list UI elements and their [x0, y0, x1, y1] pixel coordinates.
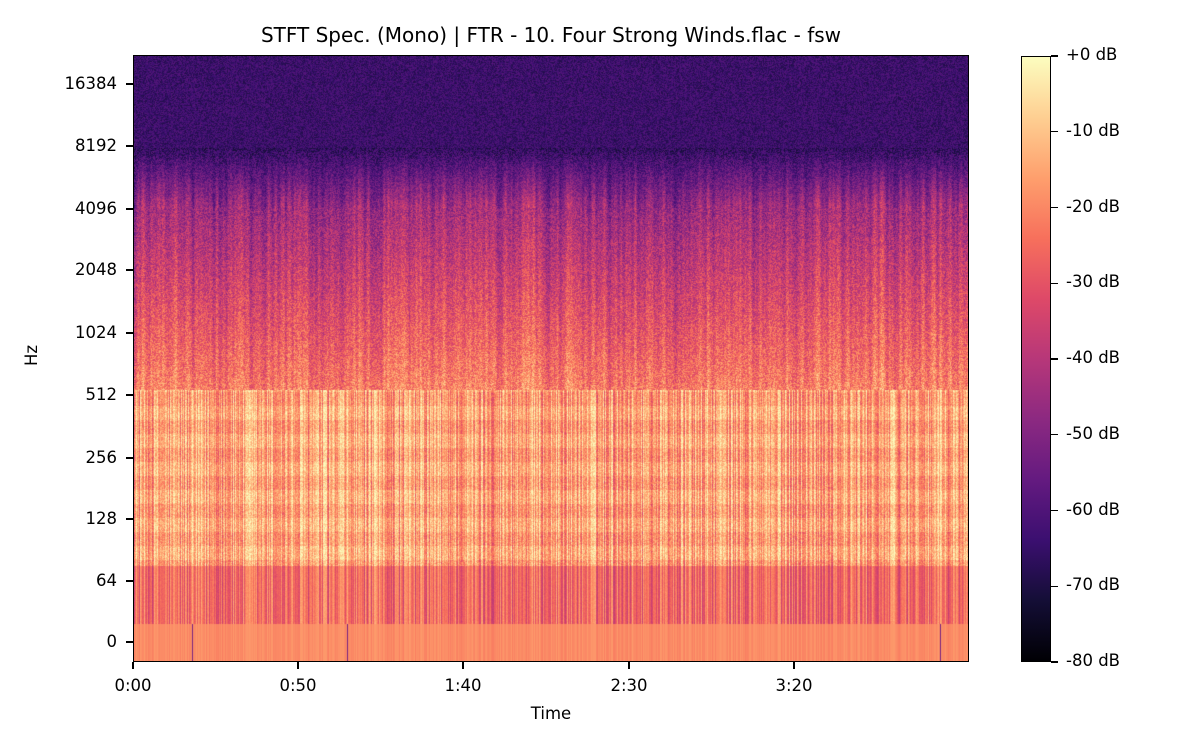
- y-tick-label: 2048: [75, 260, 117, 279]
- colorbar-tick-mark: [1051, 282, 1058, 284]
- y-tick-mark: [126, 641, 133, 643]
- y-tick-mark: [126, 83, 133, 85]
- colorbar-tick-label: -70 dB: [1066, 575, 1120, 595]
- y-axis-label: Hz: [22, 344, 41, 366]
- colorbar-tick-mark: [1051, 358, 1058, 360]
- x-tick-mark: [462, 662, 464, 669]
- colorbar-tick-mark: [1051, 131, 1058, 133]
- x-tick-label: 0:50: [279, 676, 317, 695]
- colorbar-tick-label: -50 dB: [1066, 423, 1120, 443]
- colorbar-tick-mark: [1051, 585, 1058, 587]
- y-tick-label: 0: [106, 632, 118, 651]
- colorbar: [1021, 56, 1051, 662]
- x-tick-mark: [628, 662, 630, 669]
- colorbar-tick-mark: [1051, 206, 1058, 209]
- y-tick-mark: [126, 580, 133, 582]
- y-tick-mark: [126, 269, 133, 271]
- colorbar-tick-label: -20 dB: [1066, 196, 1120, 216]
- y-tick-label: 16384: [64, 74, 118, 93]
- y-tick-label: 512: [85, 385, 118, 404]
- spectrogram-heatmap-synthetic: [134, 56, 968, 661]
- colorbar-tick-label: -80 dB: [1066, 651, 1120, 670]
- colorbar-tick-mark: [1051, 434, 1058, 436]
- y-tick-label: 256: [85, 448, 118, 467]
- y-tick-label: 64: [96, 571, 117, 590]
- colorbar-tick-label: -30 dB: [1066, 272, 1120, 292]
- y-tick-mark: [126, 145, 133, 147]
- y-tick-label: 4096: [75, 199, 117, 218]
- colorbar-tick-label: -60 dB: [1066, 499, 1120, 519]
- x-tick-mark: [132, 662, 134, 669]
- colorbar-tick-mark: [1051, 661, 1058, 663]
- spectrogram-plot-area: [133, 55, 969, 662]
- y-tick-mark: [126, 394, 133, 396]
- x-tick-label: 2:30: [610, 676, 648, 695]
- x-tick-mark: [793, 662, 795, 669]
- y-tick-label: 128: [85, 509, 118, 528]
- colorbar-tick-mark: [1051, 55, 1058, 57]
- colorbar-tick-label: +0 dB: [1066, 45, 1118, 64]
- x-tick-label: 0:00: [114, 676, 152, 695]
- y-tick-mark: [126, 457, 133, 459]
- y-tick-mark: [126, 208, 133, 210]
- y-tick-label: 8192: [75, 136, 117, 155]
- y-tick-mark: [126, 518, 133, 520]
- colorbar-tick-label: -40 dB: [1066, 348, 1120, 367]
- y-tick-mark: [126, 332, 133, 334]
- x-tick-label: 3:20: [775, 676, 813, 695]
- colorbar-tick-label: -10 dB: [1066, 120, 1120, 140]
- y-tick-label: 1024: [75, 323, 117, 342]
- colorbar-tick-mark: [1051, 509, 1058, 512]
- chart-title: STFT Spec. (Mono) | FTR - 10. Four Stron…: [260, 23, 842, 47]
- x-tick-mark: [297, 662, 299, 669]
- x-tick-label: 1:40: [444, 676, 482, 695]
- x-axis-label: Time: [530, 704, 572, 723]
